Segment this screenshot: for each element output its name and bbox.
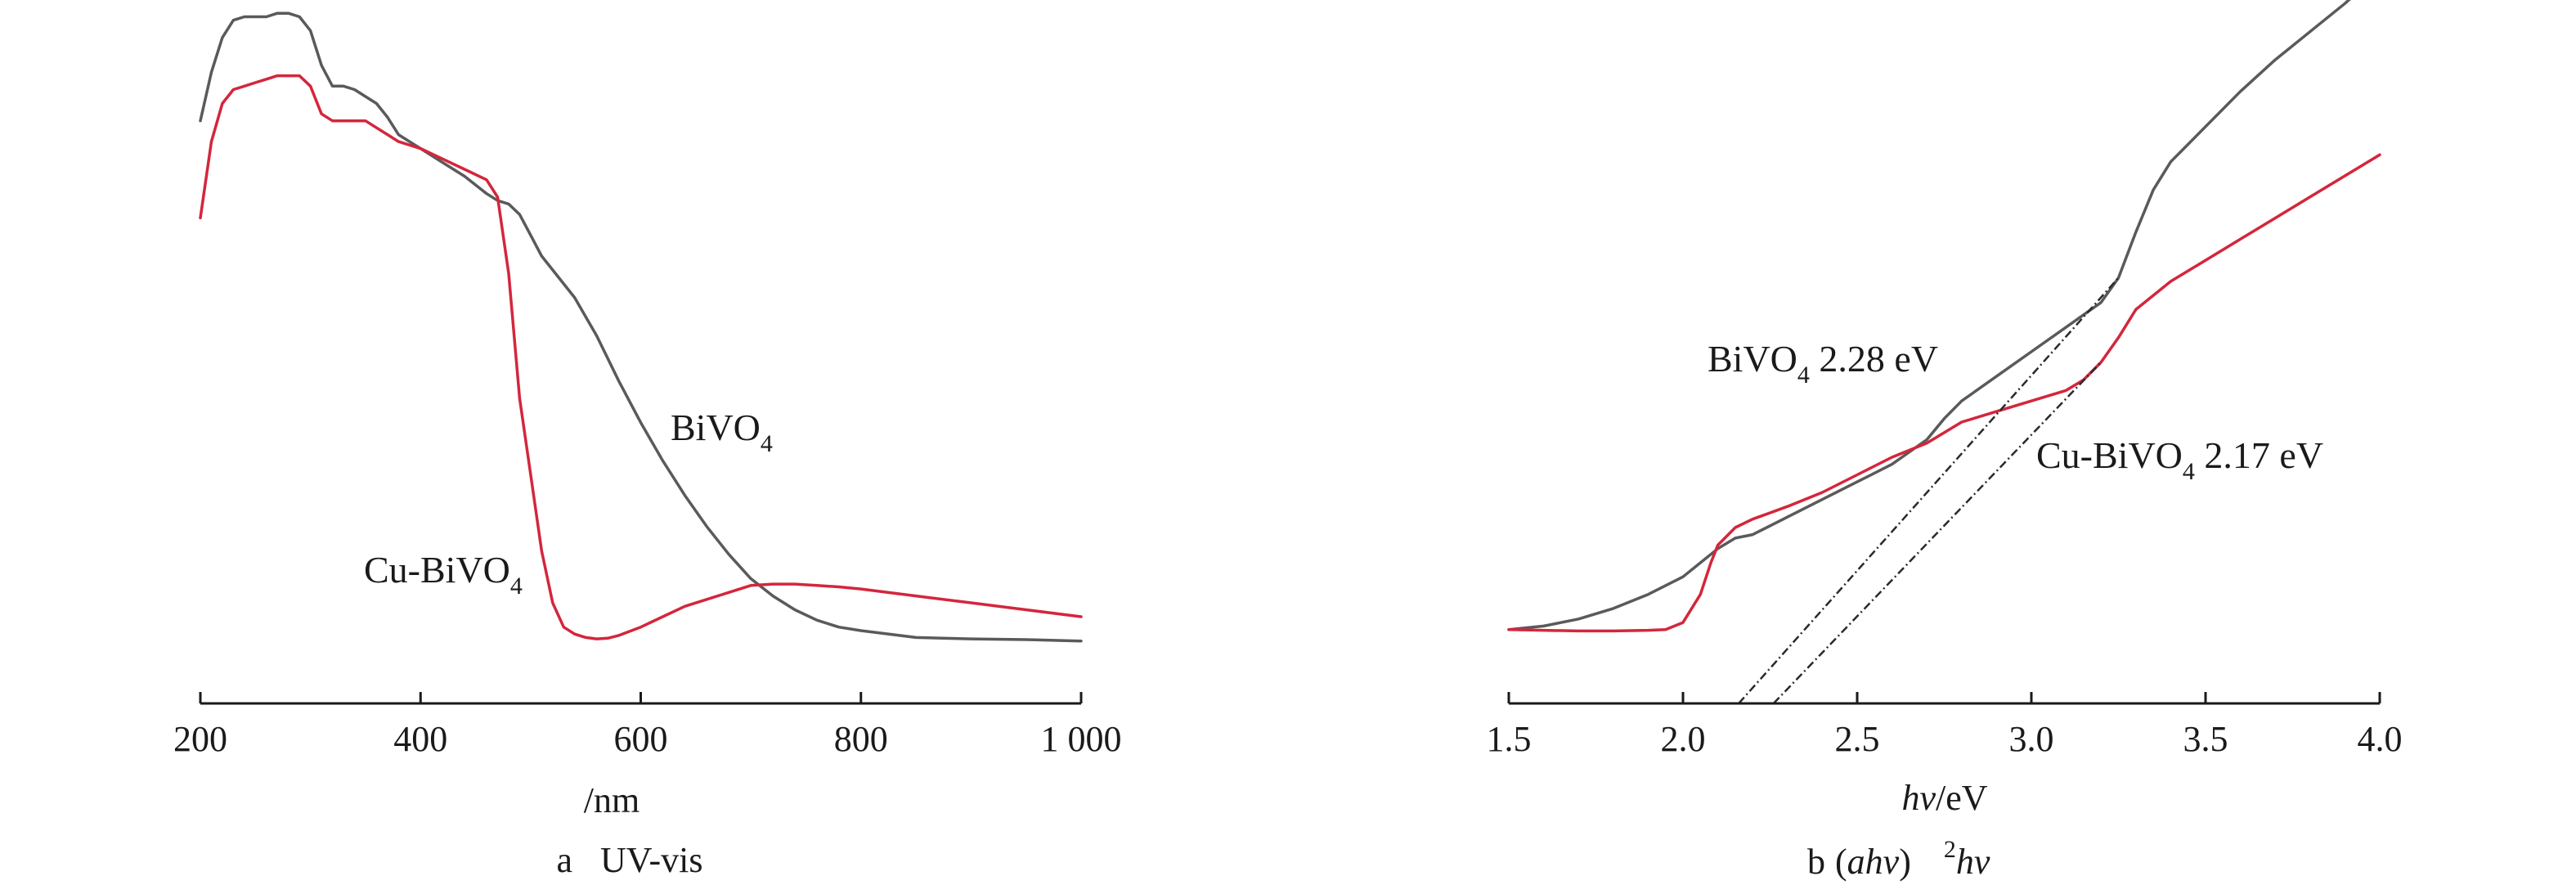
band-gap-cu-bivo4-label-main: Cu-BiVO (2036, 434, 2183, 476)
band-gap-caption-letter: b (1807, 842, 1825, 882)
band-gap-cu-bivo4-line (1507, 153, 2381, 633)
uv-vis-x-ticks: 200 400 600 800 1 000 (173, 692, 1122, 759)
band-gap-caption-open: ( (1835, 842, 1847, 882)
uv-vis-x-axis-label: /nm (584, 780, 640, 820)
uv-vis-x-tick-label: 600 (614, 719, 668, 759)
band-gap-x-tick-label: 3.0 (2009, 719, 2054, 759)
band-gap-bivo4-label-value: 2.28 eV (1810, 338, 1938, 380)
band-gap-caption-tail: hv (1956, 842, 1990, 882)
band-gap-caption-close: ) (1899, 842, 1911, 882)
band-gap-plot-area (1507, 0, 2381, 704)
uv-vis-caption: a UV-vis (556, 840, 702, 880)
uv-vis-x-tick-label: 200 (173, 719, 227, 759)
band-gap-x-axis-label: hv/eV (1901, 778, 1987, 818)
uv-vis-bivo4-label: BiVO4 (671, 407, 773, 457)
band-gap-caption: b (ahv) 2hv (1807, 836, 1990, 882)
uv-vis-x-tick-label: 800 (834, 719, 888, 759)
uv-vis-cu-bivo4-label-sub: 4 (510, 573, 523, 600)
band-gap-x-axis-label-unit: /eV (1936, 778, 1988, 818)
uv-vis-bivo4-label-main: BiVO (671, 407, 761, 448)
uv-vis-x-tick-label: 1 000 (1041, 719, 1122, 759)
band-gap-x-tick-label: 2.5 (1835, 719, 1880, 759)
band-gap-caption-sup: 2 (1944, 836, 1956, 863)
uv-vis-x-tick-label: 400 (393, 719, 447, 759)
band-gap-caption-italic: ahv (1847, 842, 1900, 882)
band-gap-cu-bivo4-fit-line (1772, 362, 2103, 704)
band-gap-x-tick-label: 2.0 (1661, 719, 1706, 759)
uv-vis-chart: 200 400 600 800 1 000 BiVO4 Cu-BiVO4 /nm a UV… (173, 11, 1122, 880)
uv-vis-caption-letter: a (556, 840, 572, 880)
band-gap-x-tick-label: 4.0 (2358, 719, 2403, 759)
band-gap-x-axis-label-italic: hv (1901, 778, 1936, 818)
uv-vis-bivo4-label-sub: 4 (761, 430, 773, 457)
uv-vis-plot-area (199, 11, 1083, 643)
band-gap-bivo4-line (1507, 0, 2351, 631)
uv-vis-bivo4-line (199, 11, 1083, 643)
uv-vis-cu-bivo4-line (199, 74, 1083, 640)
band-gap-bivo4-label-sub: 4 (1797, 362, 1810, 389)
uv-vis-caption-text: UV-vis (600, 840, 703, 880)
band-gap-bivo4-label: BiVO4 2.28 eV (1708, 338, 1938, 389)
band-gap-chart: 1.5 2.0 2.5 3.0 3.5 4.0 BiVO4 2.28 eV Cu-BiVO… (1487, 0, 2403, 882)
band-gap-bivo4-label-main: BiVO (1708, 338, 1797, 380)
band-gap-x-tick-label: 1.5 (1487, 719, 1532, 759)
band-gap-x-ticks: 1.5 2.0 2.5 3.0 3.5 4.0 (1487, 692, 2403, 759)
band-gap-bivo4-fit-line (1738, 276, 2120, 704)
uv-vis-cu-bivo4-label-main: Cu-BiVO (364, 549, 510, 591)
band-gap-x-tick-label: 3.5 (2183, 719, 2228, 759)
band-gap-cu-bivo4-label-sub: 4 (2183, 458, 2195, 485)
band-gap-cu-bivo4-label: Cu-BiVO4 2.17 eV (2036, 434, 2323, 485)
band-gap-cu-bivo4-label-value: 2.17 eV (2195, 434, 2323, 476)
uv-vis-cu-bivo4-label: Cu-BiVO4 (364, 549, 523, 600)
